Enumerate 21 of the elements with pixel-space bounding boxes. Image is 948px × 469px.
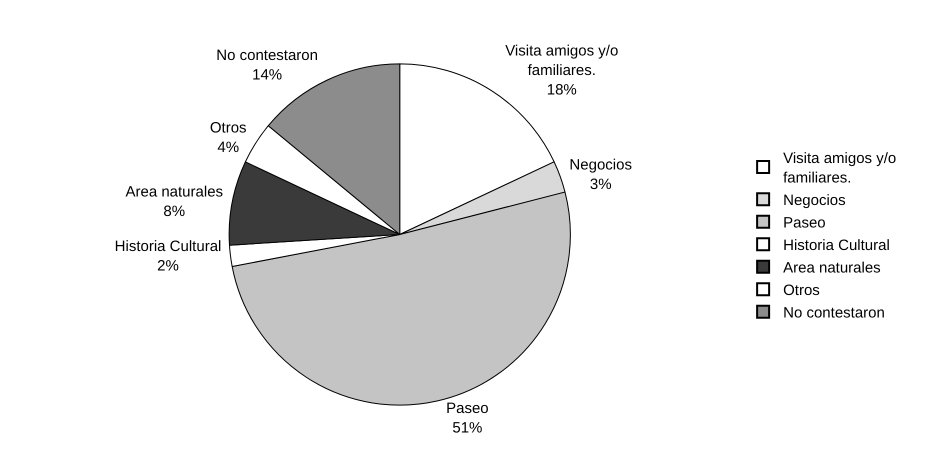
legend-label: Visita amigos y/o familiares. — [783, 150, 896, 187]
slice-label: Visita amigos y/o familiares. — [505, 42, 618, 79]
slice-label: Area naturales — [125, 184, 224, 201]
data-label: 3% — [590, 176, 612, 193]
slice-label: Negocios — [569, 156, 632, 174]
data-label: 4% — [217, 139, 240, 156]
data-label: 18% — [546, 81, 577, 98]
slice-label: Otros — [210, 120, 247, 137]
slice-label: No contestaron — [216, 46, 318, 64]
slice-label: Paseo — [446, 400, 489, 418]
legend-label: Historia Cultural — [783, 237, 890, 254]
data-label: 8% — [163, 203, 186, 220]
legend-label: No contestaron — [783, 304, 885, 322]
legend-label: Paseo — [783, 214, 826, 232]
data-label: 2% — [157, 257, 179, 274]
legend-label: Negocios — [783, 192, 846, 210]
legend-label: Otros — [783, 282, 820, 300]
data-label: 14% — [252, 66, 282, 84]
slice-label: Historia Cultural — [114, 238, 222, 255]
data-label: 51% — [452, 420, 482, 437]
legend-label: Area naturales — [783, 260, 881, 277]
